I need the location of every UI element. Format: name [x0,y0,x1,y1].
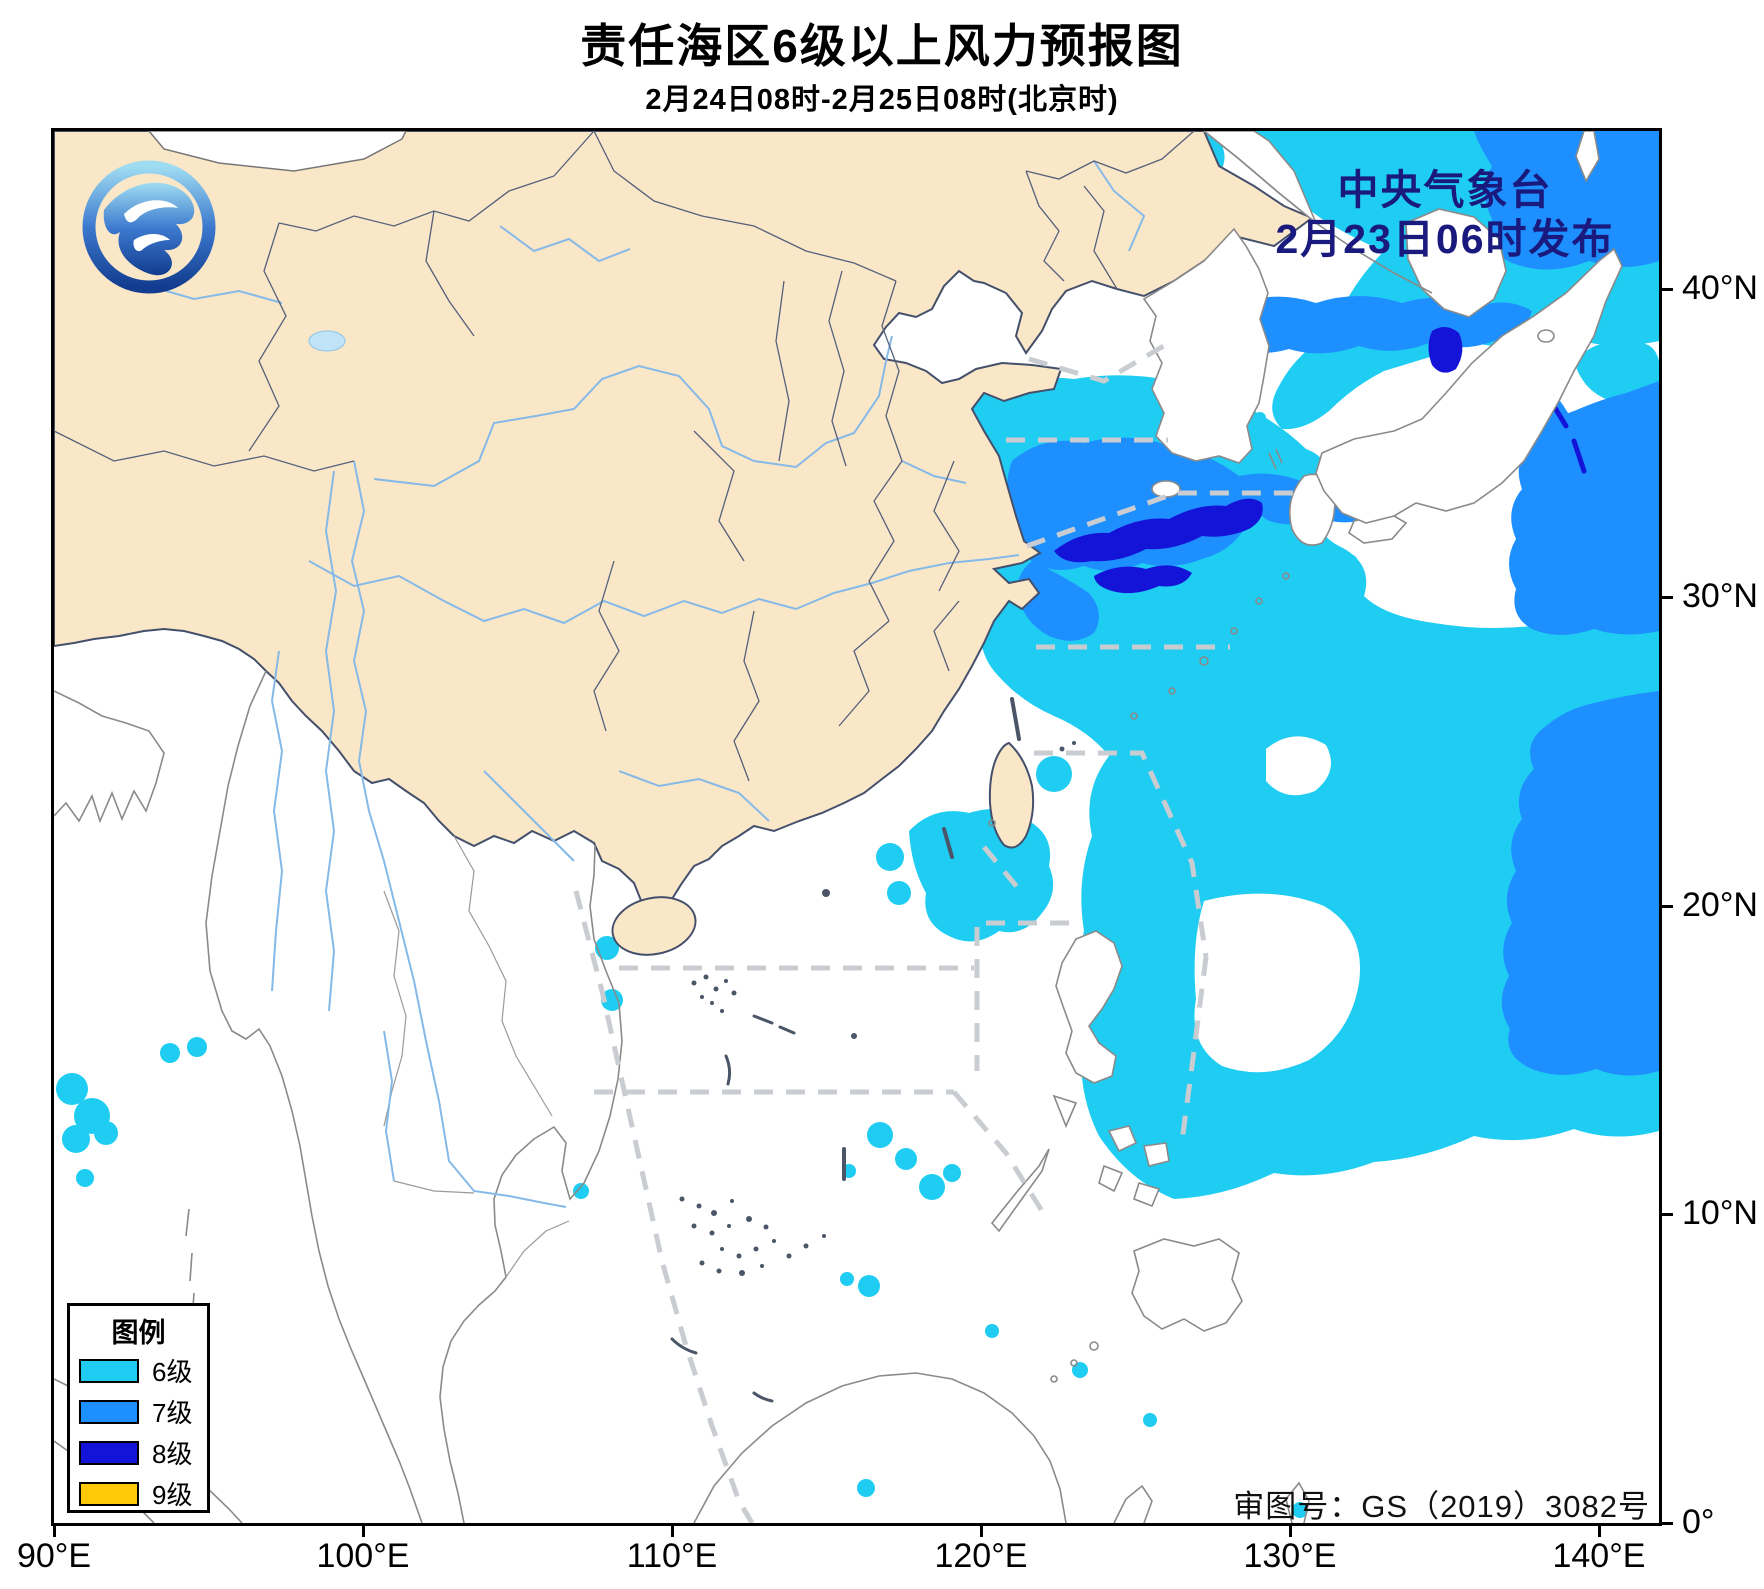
x-axis-tick [1289,1523,1292,1537]
y-axis-tick [1659,1213,1673,1216]
cma-logo-icon [82,160,216,294]
taiwan-island [988,741,1035,849]
jeju-island [1151,480,1181,498]
province-borders [53,130,1195,782]
y-axis-tick-label: 40°N [1682,269,1758,307]
land-china [53,130,1314,923]
foreign-land-topleft [147,130,408,172]
legend-item-label: 6级 [152,1357,193,1387]
legend-swatch [79,1358,139,1383]
japan-honshu [1315,247,1623,524]
sakhalin-tip [1575,130,1600,183]
y-axis-tick [1659,905,1673,908]
legend-item-label: 8级 [152,1439,193,1469]
visayas-islands [1098,1125,1170,1208]
rivers [148,160,1146,1208]
legend-item: 9级 [70,1473,207,1514]
x-axis-tick [980,1523,983,1537]
legend-item-label: 7级 [152,1398,193,1428]
x-axis-tick-label: 100°E [316,1537,410,1575]
y-axis-tick-label: 0° [1682,1503,1715,1541]
wind-patch-level8 [1428,326,1463,373]
y-axis-tick-label: 20°N [1682,886,1758,924]
wind-patch-level7 [1017,561,1099,641]
y-axis-tick [1659,596,1673,599]
legend-swatch [79,1481,139,1506]
legend-item: 8级 [70,1432,207,1473]
approval-note: 审图号：GS（2019）3082号 [1233,1489,1650,1524]
legend-swatch [79,1399,139,1424]
y-axis-tick [1659,288,1673,291]
luzon-island [1055,930,1123,1084]
y-axis-tick-label: 30°N [1682,577,1758,615]
issuer-line2: 2月23日06时发布 [1275,216,1615,262]
wind-patch-level6 [1574,341,1659,402]
mindanao-island [1131,1238,1243,1332]
legend: 图例 6级 7级 8级 9级 [67,1303,210,1513]
mindoro-island [1052,1094,1078,1129]
x-axis-tick-label: 140°E [1552,1537,1646,1575]
map-frame [51,128,1662,1526]
hainan-island [611,896,697,956]
lake [308,330,346,352]
island-specks [670,697,1076,1403]
wind-patch-level7 [1474,131,1659,270]
page-subtitle: 2月24日08时-2月25日08时(北京时) [645,84,1119,116]
wind-patch-level8 [1054,498,1263,563]
y-axis-tick-label: 10°N [1682,1194,1758,1232]
foreign-landmasses [990,130,1623,1332]
wind-patch-level8 [1094,565,1192,594]
x-axis-tick [671,1523,674,1537]
legend-item-label: 9级 [152,1480,193,1510]
map-canvas [53,130,1659,1525]
korea-landmass [1142,227,1270,464]
palawan-island [990,1148,1050,1233]
legend-item: 6级 [70,1350,207,1391]
wind-patch-level7 [1509,381,1659,635]
wind-patch-level7 [1501,691,1659,1076]
legend-swatch [79,1440,139,1465]
legend-item: 7级 [70,1391,207,1432]
x-axis-tick [53,1523,56,1537]
x-axis-tick [362,1523,365,1537]
x-axis-tick-label: 110°E [626,1537,718,1575]
legend-title: 图例 [111,1318,166,1348]
japan-hokkaido [1405,208,1507,318]
x-axis-tick [1598,1523,1601,1537]
y-axis-tick [1659,1522,1673,1525]
page-title: 责任海区6级以上风力预报图 [580,20,1184,72]
x-axis-tick-label: 120°E [934,1537,1028,1575]
issuer-banner: 中央气象台 2月23日06时发布 [1240,166,1650,264]
legend-rows: 6级 7级 8级 9级 [70,1350,207,1514]
issuer-line1: 中央气象台 [1337,167,1553,213]
x-axis-tick-label: 130°E [1243,1537,1337,1575]
x-axis-tick-label: 90°E [16,1537,92,1575]
sea-area-boundaries [573,338,1302,1525]
sado-island [1537,329,1555,343]
